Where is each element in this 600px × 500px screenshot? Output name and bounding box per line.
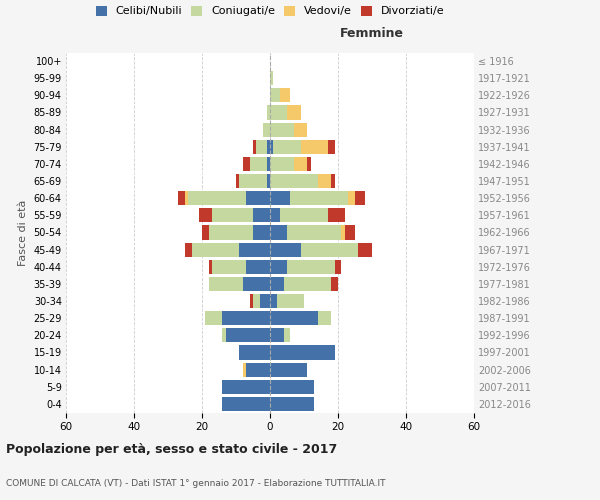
Bar <box>284 277 331 291</box>
Text: COMUNE DI CALCATA (VT) - Dati ISTAT 1° gennaio 2017 - Elaborazione TUTTITALIA.IT: COMUNE DI CALCATA (VT) - Dati ISTAT 1° g… <box>6 479 386 488</box>
Y-axis label: Fasce di età: Fasce di età <box>18 200 28 266</box>
Bar <box>284 328 290 342</box>
Bar <box>270 122 294 136</box>
Bar <box>253 140 256 154</box>
Bar <box>270 157 294 171</box>
Bar <box>274 140 301 154</box>
Bar <box>223 328 226 342</box>
Bar <box>192 242 239 256</box>
Bar <box>317 311 331 325</box>
Bar <box>236 174 239 188</box>
Bar <box>209 260 212 274</box>
Bar <box>243 362 246 376</box>
Bar <box>287 106 301 120</box>
Bar <box>256 140 266 154</box>
Bar <box>317 174 331 188</box>
Bar <box>246 191 270 205</box>
Bar <box>260 294 270 308</box>
Bar <box>205 311 223 325</box>
Bar <box>266 106 270 120</box>
Bar <box>223 380 270 394</box>
Bar <box>199 208 212 222</box>
Bar <box>270 174 317 188</box>
Bar <box>331 174 335 188</box>
Bar <box>270 88 280 102</box>
Bar <box>250 157 266 171</box>
Bar <box>270 140 274 154</box>
Bar <box>287 260 335 274</box>
Bar <box>345 226 355 239</box>
Bar <box>301 140 328 154</box>
Bar <box>270 397 314 411</box>
Text: Femmine: Femmine <box>340 27 404 40</box>
Bar <box>270 380 314 394</box>
Bar <box>178 191 185 205</box>
Bar <box>270 242 301 256</box>
Bar <box>239 242 270 256</box>
Bar <box>253 294 260 308</box>
Bar <box>270 328 284 342</box>
Bar <box>253 208 270 222</box>
Bar <box>270 226 287 239</box>
Bar <box>266 140 270 154</box>
Bar <box>239 174 266 188</box>
Bar <box>358 242 372 256</box>
Bar <box>202 226 209 239</box>
Bar <box>209 226 253 239</box>
Bar <box>270 191 290 205</box>
Bar <box>270 311 317 325</box>
Bar <box>270 346 335 360</box>
Bar <box>266 157 270 171</box>
Bar <box>223 397 270 411</box>
Bar <box>212 208 253 222</box>
Text: Popolazione per età, sesso e stato civile - 2017: Popolazione per età, sesso e stato civil… <box>6 442 337 456</box>
Bar <box>212 260 246 274</box>
Bar <box>188 191 246 205</box>
Bar <box>270 362 307 376</box>
Bar <box>243 157 250 171</box>
Bar <box>250 294 253 308</box>
Bar <box>243 277 270 291</box>
Bar <box>307 157 311 171</box>
Bar <box>280 208 328 222</box>
Bar <box>263 122 270 136</box>
Bar <box>253 226 270 239</box>
Bar <box>246 260 270 274</box>
Bar <box>294 157 307 171</box>
Bar <box>239 346 270 360</box>
Bar <box>301 242 358 256</box>
Bar <box>270 106 287 120</box>
Bar <box>290 191 348 205</box>
Bar <box>335 260 341 274</box>
Bar <box>226 328 270 342</box>
Bar <box>270 260 287 274</box>
Bar <box>270 71 274 85</box>
Bar <box>266 174 270 188</box>
Bar <box>328 140 335 154</box>
Bar <box>341 226 345 239</box>
Bar <box>209 277 243 291</box>
Bar <box>294 122 307 136</box>
Legend: Celibi/Nubili, Coniugati/e, Vedovi/e, Divorziati/e: Celibi/Nubili, Coniugati/e, Vedovi/e, Di… <box>95 6 445 16</box>
Bar <box>223 311 270 325</box>
Bar <box>270 277 284 291</box>
Bar <box>185 242 192 256</box>
Bar <box>185 191 188 205</box>
Bar <box>246 362 270 376</box>
Bar <box>331 277 338 291</box>
Bar <box>277 294 304 308</box>
Bar <box>287 226 341 239</box>
Bar <box>348 191 355 205</box>
Bar <box>270 208 280 222</box>
Bar <box>270 294 277 308</box>
Bar <box>355 191 365 205</box>
Bar <box>280 88 290 102</box>
Bar <box>328 208 345 222</box>
